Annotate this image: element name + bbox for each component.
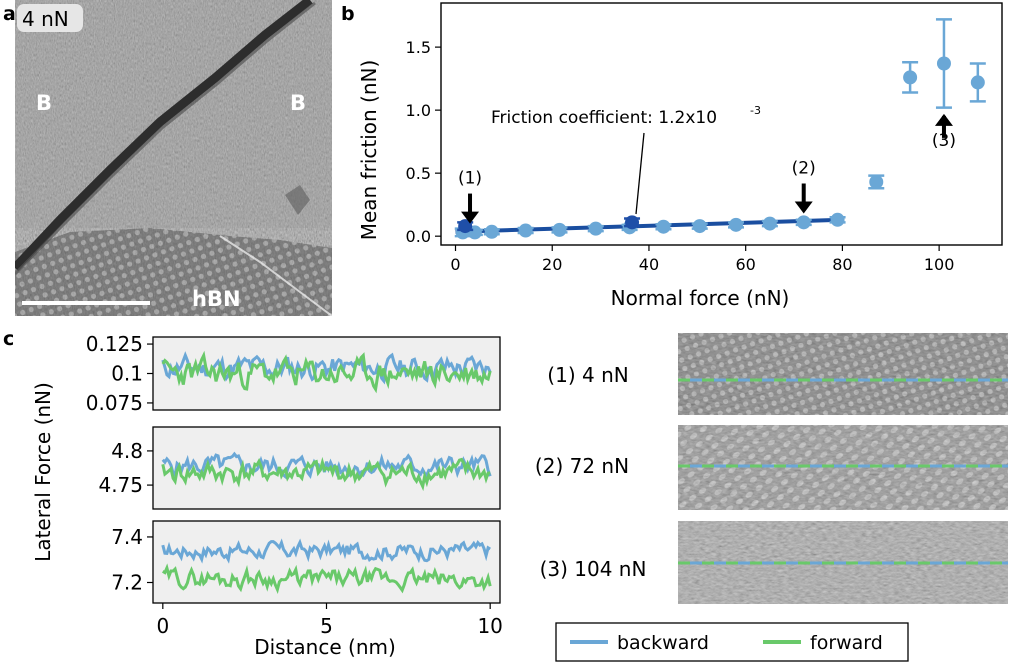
y-tick-label: 0.1 (111, 362, 143, 386)
afm-image-label-3: (3) 104 nN (540, 557, 647, 581)
data-point (869, 174, 884, 189)
data-point (656, 219, 671, 234)
y-tick-label: 4.75 (98, 473, 143, 497)
afm-image-label-1: (1) 4 nN (547, 363, 628, 387)
x-tick-label: 60 (736, 255, 756, 274)
x-tick-label: 10 (477, 614, 502, 638)
afm-image-2: (2) 72 nN (535, 425, 1008, 510)
data-point (970, 75, 985, 90)
data-point (588, 221, 603, 236)
backward-trace (161, 351, 492, 385)
legend-label-forward: forward (810, 632, 883, 654)
panel-a-image (15, 0, 332, 316)
region-label-right: B (290, 91, 306, 115)
lateral-force-plot-middle: 4.75 4.8 (98, 426, 501, 510)
data-point (692, 219, 707, 234)
x-axis-label-b: Normal force (nN) (611, 286, 790, 310)
data-point (518, 223, 533, 238)
friction-coefficient-label: Friction coefficient: 1.2x10 (491, 108, 717, 128)
data-point (762, 216, 777, 231)
scale-bar (22, 301, 150, 305)
x-tick-label: 100 (924, 255, 955, 274)
x-tick-label: 80 (832, 255, 852, 274)
arrow-label: (2) (792, 158, 816, 178)
y-tick-label: 7.4 (111, 525, 143, 549)
arrow-label: (1) (458, 169, 482, 189)
arrow-head (934, 113, 953, 126)
annotation-leader-line (635, 132, 645, 215)
arrow-head (794, 201, 813, 214)
backward-trace (161, 538, 491, 564)
forward-trace (161, 350, 492, 394)
afm-image-1: (1) 4 nN (547, 333, 1008, 415)
arrow-head (461, 211, 480, 224)
plot-frame (440, 2, 1003, 246)
lateral-force-plot-top: 0.075 0.1 0.125 (86, 332, 501, 415)
legend-label-backward: backward (617, 632, 709, 654)
force-label-bg (17, 4, 83, 32)
y-tick-label: 0.125 (86, 332, 143, 356)
region-label-hbn: hBN (192, 287, 241, 311)
afm-image-label-2: (2) 72 nN (535, 454, 629, 478)
lateral-force-plot-bottom: 7.2 7.4 0 5 10 (111, 520, 503, 638)
data-point (552, 222, 567, 237)
y-tick-label: 0.0 (406, 227, 431, 246)
x-tick-label: 0 (156, 614, 169, 638)
panel-label-a: a (3, 3, 16, 25)
forward-trace (162, 563, 492, 595)
data-point (903, 70, 918, 85)
region-label-left: B (36, 91, 52, 115)
x-tick-label: 5 (320, 614, 333, 638)
friction-chart: 0 20 40 60 80 100 0.0 0.5 1.0 1.5 (1) (2) (3) (406, 2, 1003, 274)
data-point (830, 212, 845, 227)
data-point (729, 217, 744, 232)
y-axis-label-c: Lateral Force (nN) (31, 382, 55, 562)
x-axis-label-c: Distance (nm) (254, 635, 396, 659)
x-tick-label: 20 (542, 255, 562, 274)
arrow-label: (3) (932, 131, 956, 151)
grain-boundary (15, 0, 313, 272)
friction-coefficient-exponent: -3 (750, 104, 761, 117)
forward-trace (161, 456, 491, 492)
plot-frame (152, 520, 501, 604)
data-point (796, 215, 811, 230)
panel-label-c: c (3, 328, 14, 350)
backward-trace (161, 451, 492, 480)
x-tick-label: 40 (639, 255, 659, 274)
y-tick-label: 0.5 (406, 164, 431, 183)
data-point (936, 56, 951, 71)
force-label: 4 nN (22, 7, 69, 31)
y-tick-label: 1.0 (406, 101, 431, 120)
y-tick-label: 1.5 (406, 38, 431, 57)
friction-annotation: Friction coefficient: 1.2x10 -3 (491, 104, 761, 215)
data-point (458, 219, 473, 234)
data-point (625, 215, 640, 230)
data-point (484, 224, 499, 239)
y-tick-label: 7.2 (111, 571, 143, 595)
y-tick-label: 4.8 (111, 439, 143, 463)
afm-image-3: (3) 104 nN (540, 521, 1008, 604)
panel-label-b: b (341, 3, 355, 25)
legend: backward forward (555, 622, 909, 662)
y-axis-label-b: Mean friction (nN) (357, 60, 381, 241)
y-tick-label: 0.075 (86, 391, 143, 415)
x-tick-label: 0 (450, 255, 460, 274)
